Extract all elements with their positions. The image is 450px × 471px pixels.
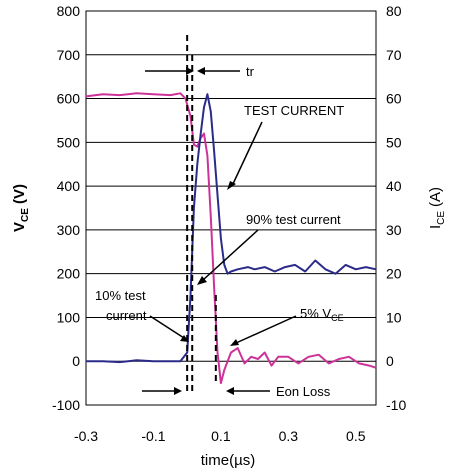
left-tick-label: 400 (57, 178, 81, 194)
pct5-pointer (235, 315, 297, 344)
x-tick-label: 0.1 (211, 428, 231, 444)
right-axis-title-main: I (427, 225, 444, 229)
x-tick-label: -0.3 (74, 428, 98, 444)
pct10-arrowhead (180, 335, 189, 342)
left-tick-label: 600 (57, 91, 81, 107)
left-tick-label: 0 (72, 353, 80, 369)
plot-area-frame (85, 10, 377, 406)
x-axis-title: time(µs) (201, 452, 255, 469)
right-axis-title-unit: (A) (427, 187, 444, 207)
pct10-label-line2: current (106, 308, 147, 323)
right-tick-label: -10 (386, 397, 406, 413)
x-tick-label: 0.5 (346, 428, 366, 444)
pct90-pointer (202, 229, 259, 281)
pct10-pointer (149, 315, 185, 339)
pct90-label: 90% test current (246, 212, 341, 227)
right-tick-label: 20 (386, 266, 402, 282)
pct10-label-line1: 10% test (95, 288, 146, 303)
left-axis-title-main: V (11, 222, 28, 232)
right-tick-label: 80 (386, 3, 402, 19)
right-tick-label: 60 (386, 91, 402, 107)
left-y-tick-labels: -100 0 100 200 300 400 500 600 700 800 (52, 3, 80, 413)
tr-arrowhead-left (186, 67, 194, 75)
left-tick-label: 500 (57, 134, 81, 150)
pct5-label-sub: CE (331, 313, 344, 323)
test-current-label: TEST CURRENT (244, 103, 344, 118)
right-tick-label: 0 (386, 353, 394, 369)
x-tick-labels: -0.3 -0.1 0.1 0.3 0.5 (74, 428, 366, 444)
tr-arrowhead-right (197, 67, 205, 75)
pct90-arrowhead (197, 276, 207, 285)
eon-arrowhead-right (226, 387, 234, 395)
right-tick-label: 70 (386, 47, 402, 63)
right-tick-label: 40 (386, 178, 402, 194)
left-tick-label: 300 (57, 222, 81, 238)
right-axis-title-sub: CE (436, 211, 447, 225)
test-current-arrowhead (227, 181, 236, 190)
eon-label: Eon Loss (276, 384, 331, 399)
x-tick-label: -0.1 (141, 428, 165, 444)
left-tick-label: -100 (52, 397, 80, 413)
left-tick-label: 700 (57, 47, 81, 63)
right-y-tick-labels: -10 0 10 20 30 40 50 60 70 80 (386, 3, 406, 413)
left-axis-title-unit: (V) (11, 184, 28, 204)
left-tick-label: 800 (57, 3, 81, 19)
test-current-pointer (231, 121, 263, 187)
pct5-arrowhead (230, 339, 239, 346)
series-lines (85, 92, 377, 385)
vce-voltage-line (85, 92, 377, 385)
left-axis-title: VCE (V) (11, 184, 31, 232)
tr-label: tr (246, 64, 255, 79)
left-tick-label: 100 (57, 309, 81, 325)
right-axis-title: ICE (A) (427, 187, 447, 229)
left-axis-title-sub: CE (20, 208, 31, 222)
ice-current-line (86, 93, 377, 364)
right-tick-label: 50 (386, 134, 402, 150)
right-tick-label: 10 (386, 309, 402, 325)
left-tick-label: 200 (57, 266, 81, 282)
annotations: tr TEST CURRENT 90% test current 10% tes… (95, 64, 344, 399)
right-tick-label: 30 (386, 222, 402, 238)
pct5-label-main: 5% V (300, 306, 331, 321)
eon-arrowhead-left (174, 387, 182, 395)
gridlines (86, 10, 376, 406)
dashed-markers (186, 35, 217, 395)
pct5-label: 5% VCE (300, 306, 344, 323)
x-tick-label: 0.3 (279, 428, 299, 444)
